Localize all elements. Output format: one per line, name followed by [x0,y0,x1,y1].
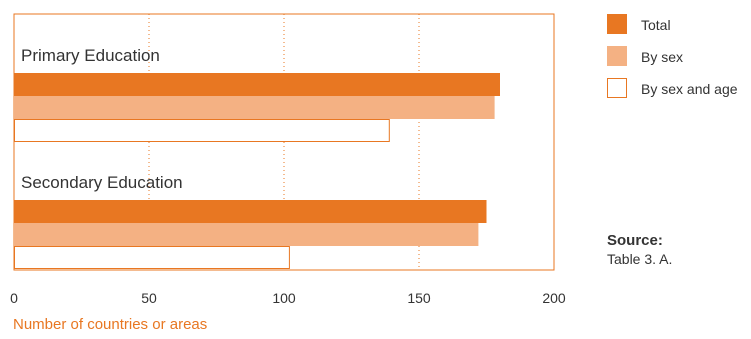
x-tick-label-200: 200 [542,290,566,306]
bar-secondary-education-by-sex-and-age [15,247,290,269]
x-tick-label-150: 150 [407,290,431,306]
bar-primary-education-by-sex-and-age [15,120,390,142]
source-note: Source: Table 3. A. [607,232,672,267]
x-axis-label: Number of countries or areas [13,316,207,333]
source-text: Table 3. A. [607,251,672,267]
bar-primary-education-by-sex [14,96,495,119]
x-tick-label-100: 100 [272,290,296,306]
legend-label-by-sex: By sex [641,49,683,65]
x-tick-label-50: 50 [141,290,157,306]
x-tick-label-0: 0 [10,290,18,306]
legend-swatch-total [607,14,627,34]
category-label-secondary-education: Secondary Education [21,173,183,192]
legend-label-by-sex-and-age: By sex and age [641,81,738,97]
legend-swatch-by-sex-and-age [607,78,627,98]
source-title: Source: [607,232,672,249]
bar-primary-education-total [14,73,500,96]
legend-label-total: Total [641,17,671,33]
bar-secondary-education-total [14,200,487,223]
legend-swatch-by-sex [607,46,627,66]
bar-secondary-education-by-sex [14,223,478,246]
category-label-primary-education: Primary Education [21,46,160,65]
